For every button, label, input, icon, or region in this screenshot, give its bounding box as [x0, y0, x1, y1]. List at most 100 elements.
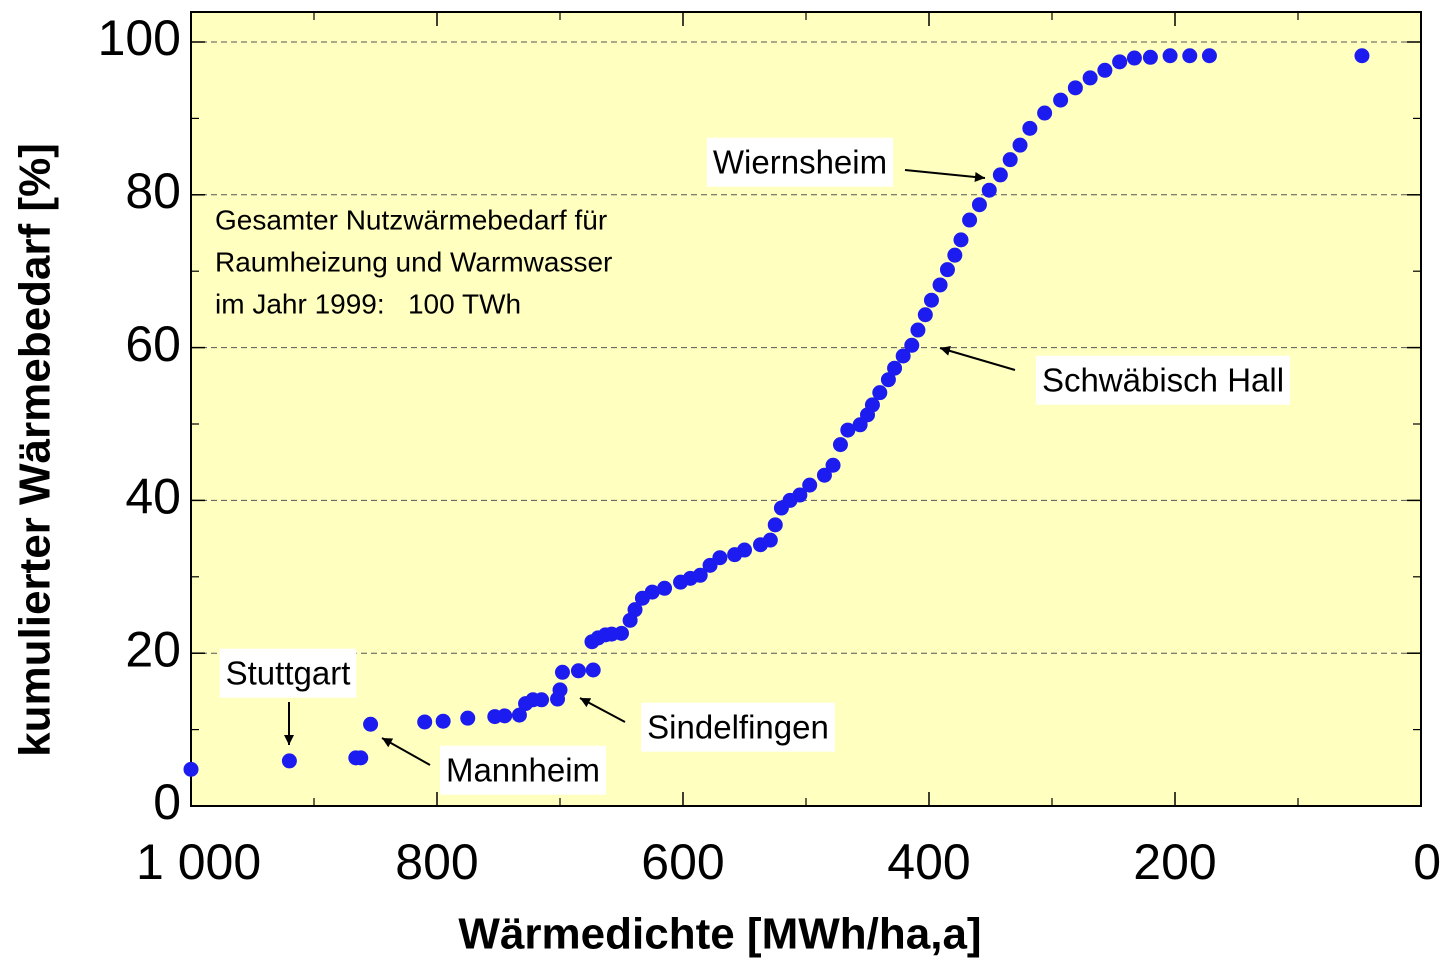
point [1053, 92, 1069, 108]
point [872, 385, 888, 401]
point [895, 348, 911, 364]
point [511, 707, 527, 723]
point [1067, 80, 1083, 96]
point [460, 710, 476, 726]
annotation-text: Mannheim [446, 752, 600, 789]
point [904, 337, 920, 353]
point [923, 292, 939, 308]
info-text: Raumheizung und Warmwasser [215, 246, 612, 277]
point [887, 360, 903, 376]
annotation-text: Stuttgart [226, 655, 351, 692]
y-tick-label: 40 [125, 469, 181, 525]
point [435, 713, 451, 729]
annotation: Mannheim [381, 737, 607, 795]
annotation-arrow [579, 697, 626, 723]
annotation: Sindelfingen [579, 697, 835, 752]
point [910, 322, 926, 338]
point [981, 182, 997, 198]
x-tick-label: 1 000 [136, 834, 261, 890]
point [880, 372, 896, 388]
annotation: Wiernsheim [706, 137, 986, 187]
info-text: Gesamter Nutzwärmebedarf für [215, 204, 607, 235]
annotation-box [439, 745, 607, 795]
point [840, 422, 856, 438]
point [1002, 152, 1018, 168]
point [864, 397, 880, 413]
point [353, 750, 369, 766]
point [992, 167, 1008, 183]
point [1126, 50, 1142, 66]
point [497, 708, 513, 724]
point [947, 247, 963, 263]
x-tick-label: 600 [641, 834, 724, 890]
point [417, 714, 433, 730]
point [825, 457, 841, 473]
point [917, 307, 933, 323]
point [939, 262, 955, 278]
y-axis-label: kumulierter Wärmebedarf [%] [11, 143, 60, 757]
point [1162, 48, 1178, 64]
point [1097, 62, 1113, 78]
point [614, 625, 629, 641]
point [552, 682, 568, 698]
point [1354, 48, 1370, 64]
point [767, 517, 783, 533]
point [554, 664, 570, 680]
point [281, 753, 297, 769]
point [832, 437, 848, 453]
point [1022, 120, 1038, 136]
annotation-box [1035, 355, 1291, 405]
point [644, 584, 660, 600]
point [971, 197, 987, 213]
point [570, 663, 586, 679]
x-tick-label: 200 [1133, 834, 1216, 890]
x-tick-label: 400 [887, 834, 970, 890]
annotation-arrow [381, 737, 431, 766]
point [627, 602, 643, 618]
point [692, 567, 708, 583]
point [953, 232, 969, 248]
annotation-box [706, 137, 894, 187]
annotation-box [219, 648, 357, 698]
point [183, 761, 199, 777]
point [737, 542, 752, 558]
point [962, 212, 978, 228]
y-tick-label: 80 [125, 163, 181, 219]
point [712, 550, 728, 566]
annotation-text: Sindelfingen [647, 709, 829, 746]
point [932, 277, 948, 293]
annotation: Stuttgart [219, 648, 357, 745]
point [762, 532, 778, 548]
point [657, 580, 673, 596]
x-tick-label: 0 [1413, 834, 1441, 890]
point [534, 692, 550, 708]
annotation-arrow [939, 346, 1016, 371]
y-tick-label: 60 [125, 316, 181, 372]
point [1037, 105, 1053, 121]
plot-area [191, 12, 1421, 806]
x-tick-label: 800 [395, 834, 478, 890]
annotation-text: Schwäbisch Hall [1042, 362, 1284, 399]
info-text: im Jahr 1999: 100 TWh [215, 288, 521, 319]
point [585, 662, 601, 678]
x-axis-label: Wärmedichte [MWh/ha,a] [458, 910, 981, 959]
point [816, 467, 832, 483]
annotation-text: Wiernsheim [713, 144, 887, 181]
y-tick-label: 100 [98, 10, 181, 66]
point [363, 716, 379, 732]
point [1082, 70, 1098, 86]
plot-frame [190, 11, 1422, 807]
point [1182, 48, 1198, 64]
annotation-box [641, 702, 835, 752]
annotation-arrow [904, 169, 986, 182]
point [1142, 49, 1158, 65]
point [802, 477, 818, 493]
point [792, 487, 808, 503]
point [1112, 54, 1128, 70]
point [1012, 137, 1028, 153]
annotation: Schwäbisch Hall [939, 346, 1291, 405]
y-tick-label: 20 [125, 621, 181, 677]
y-tick-label: 0 [153, 774, 181, 830]
